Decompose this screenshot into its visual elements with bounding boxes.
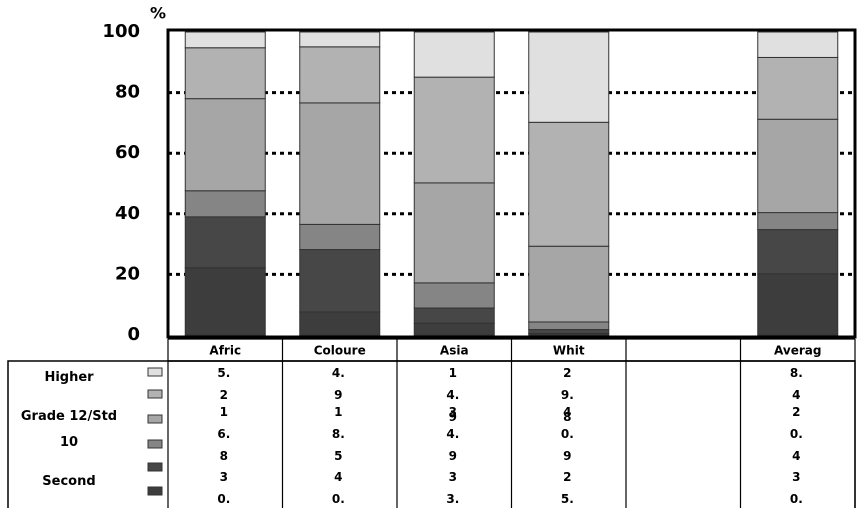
bar-segment: [528, 321, 610, 331]
table-cell: 25.: [560, 470, 574, 506]
bar-segment: [299, 311, 381, 336]
legend-swatch: [147, 462, 163, 472]
bar-segment: [528, 121, 610, 247]
x-tick-label: Averag: [774, 344, 821, 358]
y-tick-label: 20: [115, 263, 140, 284]
bar-segment: [184, 31, 266, 49]
table-cell: 33.: [446, 470, 460, 506]
bar-segment: [528, 329, 610, 334]
bar-segment: [413, 76, 495, 184]
x-tick-label: Whit: [553, 344, 585, 358]
legend-swatch: [147, 367, 163, 377]
table-cell: 40.1: [331, 470, 345, 506]
table-cell: 4.9: [331, 366, 345, 402]
y-tick-label: 80: [115, 82, 140, 103]
y-tick-label: 100: [102, 21, 140, 42]
bar-segment: [299, 46, 381, 104]
table-cell: 16.8: [217, 405, 231, 463]
bar-segment: [299, 31, 381, 48]
x-tick-label: Afric: [209, 344, 241, 358]
y-unit: %: [150, 4, 166, 23]
legend-swatch: [147, 486, 163, 496]
bar-segment: [413, 322, 495, 336]
bar-segment: [413, 307, 495, 324]
legend-label: Higher: [44, 370, 94, 385]
table-cell: 18.5: [331, 405, 345, 463]
bar-segment: [299, 102, 381, 225]
plot-border: [166, 28, 857, 339]
bar-segment: [757, 273, 839, 336]
bar-segment: [757, 229, 839, 275]
table-cell: 5.2: [217, 366, 231, 402]
table-cell: 30.4: [217, 470, 231, 506]
table-cell: 20.4: [789, 405, 803, 463]
bar-segment: [413, 31, 495, 78]
table-border: [7, 360, 856, 508]
bar-segment: [413, 182, 495, 284]
bar-segment: [184, 47, 266, 100]
table-cell: 14.9: [446, 366, 460, 424]
legend-label: Grade 12/Std 10: [20, 409, 118, 450]
table-cell: 34.9: [446, 405, 460, 463]
bar-segment: [184, 190, 266, 218]
bar-segment: [184, 216, 266, 269]
table-cell: 30.8: [789, 470, 803, 506]
legend-swatch: [147, 439, 163, 449]
table-cell: 29.8: [560, 366, 574, 424]
bar-segment: [184, 98, 266, 192]
bar-segment: [757, 56, 839, 120]
y-tick-label: 60: [115, 142, 140, 163]
bar-segment: [757, 212, 839, 231]
bar-segment: [528, 245, 610, 323]
bar-segment: [528, 31, 610, 123]
plot-area: [168, 30, 855, 337]
y-tick-label: 0: [127, 324, 140, 345]
legend-swatch: [147, 389, 163, 399]
bar-segment: [299, 249, 381, 313]
x-tick-label: Coloure: [314, 344, 366, 358]
table-cell: 40.9: [560, 405, 574, 463]
legend-label: Second: [42, 474, 96, 489]
bar-segment: [757, 118, 839, 214]
y-tick-label: 40: [115, 203, 140, 224]
legend-swatch: [147, 414, 163, 424]
table-cell: 8.4: [789, 366, 803, 402]
bar-segment: [184, 267, 266, 336]
x-tick-label: Asia: [440, 344, 469, 358]
bar-segment: [757, 31, 839, 58]
bar-segment: [299, 223, 381, 251]
bar-segment: [413, 282, 495, 309]
